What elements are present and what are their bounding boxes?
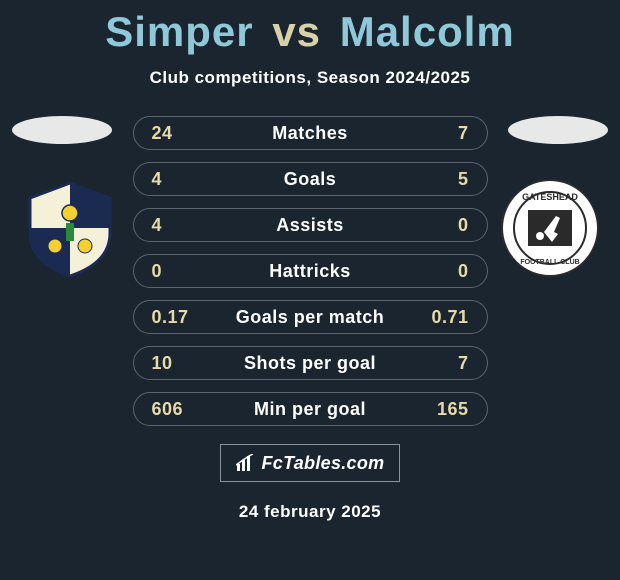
stat-row: 4 Assists 0 [133,208,488,242]
player1-name: Simper [105,8,253,55]
stat-row: 606 Min per goal 165 [133,392,488,426]
stat-row: 10 Shots per goal 7 [133,346,488,380]
stat-left-value: 4 [152,169,202,190]
date-label: 24 february 2025 [0,502,620,522]
avatar-placeholder-left [12,116,112,144]
stat-label: Min per goal [202,399,419,420]
stat-left-value: 10 [152,353,202,374]
stat-row: 0.17 Goals per match 0.71 [133,300,488,334]
bar-chart-icon [236,454,256,472]
svg-text:GATESHEAD: GATESHEAD [522,192,578,202]
stat-right-value: 0 [419,215,469,236]
stat-left-value: 0.17 [152,307,202,328]
subtitle: Club competitions, Season 2024/2025 [0,68,620,88]
stat-label: Goals [202,169,419,190]
stat-left-value: 606 [152,399,202,420]
stat-left-value: 0 [152,261,202,282]
stat-label: Hattricks [202,261,419,282]
page-title: Simper vs Malcolm [0,0,620,56]
stat-left-value: 24 [152,123,202,144]
comparison-content: GATESHEAD FOOTBALL CLUB 24 Matches 7 4 G… [0,116,620,522]
fctables-branding: FcTables.com [220,444,400,482]
sutton-united-crest [20,178,120,278]
stat-label: Goals per match [202,307,419,328]
player2-name: Malcolm [340,8,515,55]
stat-right-value: 7 [419,353,469,374]
stat-label: Shots per goal [202,353,419,374]
branding-text: FcTables.com [262,453,385,474]
stats-list: 24 Matches 7 4 Goals 5 4 Assists 0 0 Hat… [133,116,488,426]
stat-right-value: 7 [419,123,469,144]
stat-right-value: 165 [419,399,469,420]
stat-row: 24 Matches 7 [133,116,488,150]
svg-text:FOOTBALL CLUB: FOOTBALL CLUB [520,259,579,266]
stat-row: 0 Hattricks 0 [133,254,488,288]
circle-badge-icon: GATESHEAD FOOTBALL CLUB [500,178,600,278]
stat-right-value: 5 [419,169,469,190]
stat-left-value: 4 [152,215,202,236]
shield-icon [20,178,120,278]
vs-label: vs [272,8,321,55]
stat-label: Assists [202,215,419,236]
stat-row: 4 Goals 5 [133,162,488,196]
stat-label: Matches [202,123,419,144]
avatar-placeholder-right [508,116,608,144]
gateshead-crest: GATESHEAD FOOTBALL CLUB [500,178,600,278]
stat-right-value: 0 [419,261,469,282]
stat-right-value: 0.71 [419,307,469,328]
